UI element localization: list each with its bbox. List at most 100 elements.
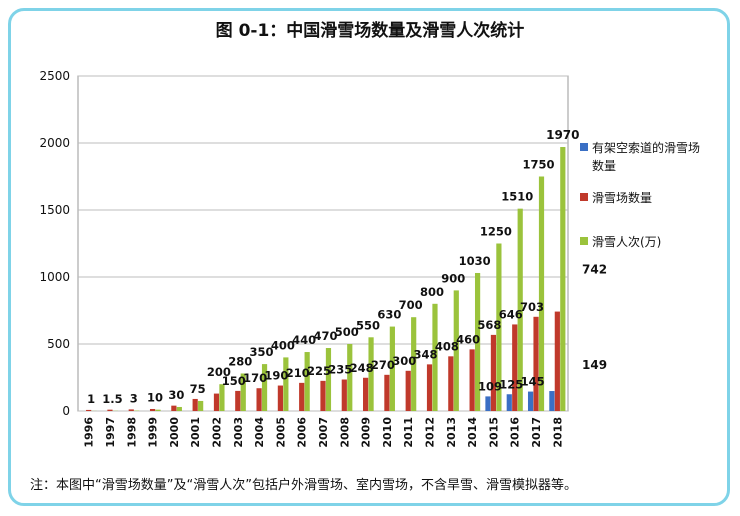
data-label-visits: 1030 (459, 254, 491, 268)
y-tick-label: 2000 (39, 136, 70, 150)
data-label-visits: 200 (207, 365, 231, 379)
data-label-lifts: 145 (521, 375, 545, 389)
x-tick-label: 2016 (509, 417, 522, 448)
bar-visits (347, 344, 353, 411)
data-label-visits: 900 (441, 271, 465, 285)
x-tick-label: 2013 (445, 417, 458, 448)
chart-footnote: 注：本图中“滑雪场数量”及“滑雪人次”包括户外滑雪场、室内雪场，不含旱雪、滑雪模… (30, 478, 577, 493)
bar-visits (411, 317, 417, 411)
x-tick-label: 2014 (466, 417, 479, 448)
legend-swatch (580, 193, 588, 201)
bar-resorts (341, 379, 347, 411)
data-label-resorts: 225 (307, 364, 331, 378)
bar-resorts (320, 380, 326, 411)
x-tick-label: 2017 (530, 417, 543, 448)
data-label-resorts: 248 (350, 361, 374, 375)
bar-visits (325, 348, 332, 411)
data-label-visits: 1970 (546, 128, 579, 142)
x-tick-label: 2018 (551, 417, 564, 448)
data-label-resorts: 348 (414, 347, 438, 361)
bar-visits (304, 352, 310, 411)
x-tick-label: 2015 (487, 417, 500, 448)
bar-resorts (171, 405, 177, 411)
bar-visits (240, 373, 246, 411)
data-label-visits: 1 (87, 392, 95, 406)
data-label-visits: 550 (356, 318, 380, 332)
bar-visits (283, 357, 289, 411)
data-label-resorts: 742 (582, 263, 607, 277)
bar-resorts (149, 408, 156, 411)
bar-visits (389, 326, 395, 411)
x-tick-label: 1999 (147, 417, 160, 448)
data-label-resorts: 646 (499, 307, 523, 321)
bar-lifts (485, 396, 491, 411)
data-label-visits: 1750 (522, 158, 554, 172)
bar-resorts (107, 409, 113, 411)
bar-resorts (213, 393, 220, 411)
data-label-visits: 1.5 (102, 392, 122, 406)
data-label-visits: 30 (168, 388, 184, 402)
bar-resorts (384, 374, 390, 411)
y-tick-label: 2500 (39, 69, 70, 83)
legend-label: 滑雪人次(万) (592, 235, 661, 249)
bar-visits (496, 243, 502, 411)
bar-visits (474, 272, 481, 411)
data-label-visits: 1250 (480, 225, 512, 239)
data-label-visits: 470 (313, 329, 337, 343)
x-tick-label: 2000 (168, 417, 181, 448)
bar-visits (432, 303, 438, 411)
bar-resorts (128, 409, 134, 411)
bar-resorts (192, 398, 198, 411)
bar-visits (453, 290, 459, 411)
bar-lifts (527, 391, 534, 411)
x-tick-label: 2004 (253, 417, 266, 448)
bar-resorts (426, 364, 433, 411)
data-label-resorts: 150 (222, 374, 246, 388)
data-label-visits: 400 (271, 338, 295, 352)
y-tick-label: 1000 (39, 270, 70, 284)
y-tick-label: 1500 (39, 203, 70, 217)
bar-visits (368, 337, 374, 411)
data-label-resorts: 568 (477, 318, 501, 332)
bar-visits (517, 208, 523, 411)
x-tick-label: 2007 (317, 417, 330, 448)
data-label-visits: 350 (250, 345, 274, 359)
bar-resorts (469, 349, 475, 411)
bar-resorts (554, 311, 560, 411)
bar-resorts (256, 388, 262, 411)
bar-resorts (405, 370, 411, 411)
y-tick-label: 0 (62, 404, 70, 418)
bar-lifts (549, 391, 555, 411)
data-label-resorts: 210 (286, 366, 310, 380)
legend-label: 数量 (592, 158, 616, 173)
data-label-resorts: 460 (456, 332, 480, 346)
data-label-visits: 500 (335, 325, 359, 339)
data-label-resorts: 235 (328, 363, 352, 377)
x-tick-label: 2012 (424, 417, 437, 448)
data-label-visits: 440 (292, 333, 316, 347)
bar-resorts (86, 409, 92, 411)
data-label-resorts: 270 (371, 358, 395, 372)
bar-lifts (506, 394, 512, 411)
x-tick-label: 2011 (402, 417, 415, 448)
x-tick-label: 1998 (125, 417, 138, 448)
data-label-lifts: 125 (499, 377, 523, 391)
bar-visits (155, 409, 161, 411)
bar-resorts (277, 385, 283, 411)
x-tick-label: 2002 (210, 417, 223, 448)
bar-resorts (235, 390, 241, 411)
bar-resorts (512, 324, 518, 411)
bar-visits (560, 147, 566, 411)
data-label-visits: 630 (377, 308, 401, 322)
data-label-visits: 75 (190, 382, 206, 396)
data-label-resorts: 703 (520, 300, 544, 314)
x-tick-label: 2005 (274, 417, 287, 448)
bar-visits (261, 364, 268, 411)
chart-title: 图 0-1：中国滑雪场数量及滑雪人次统计 (215, 21, 525, 41)
legend-swatch (580, 143, 588, 151)
data-label-resorts: 170 (243, 371, 267, 385)
data-label-visits: 3 (130, 392, 138, 406)
data-label-visits: 10 (147, 391, 163, 405)
legend-label: 有架空索道的滑雪场 (592, 140, 700, 155)
